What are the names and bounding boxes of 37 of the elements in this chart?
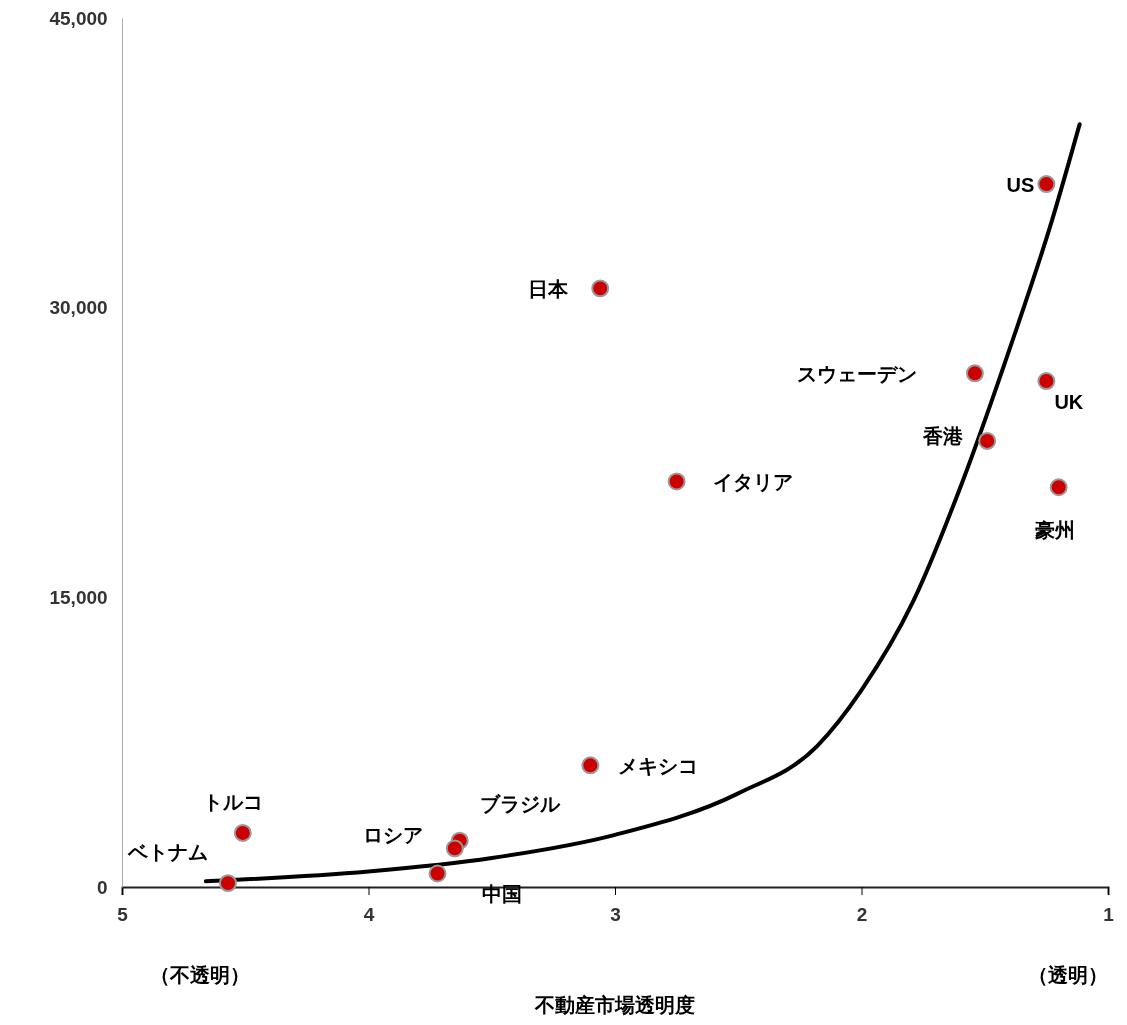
point: [1049, 478, 1068, 497]
point: [1037, 175, 1056, 194]
series-label: イタリア: [712, 471, 793, 494]
text: スウェーデン: [796, 363, 917, 386]
point: [591, 279, 610, 298]
series-label: ブラジル: [479, 792, 561, 815]
y-tick-label: 0: [97, 876, 108, 898]
point: [1037, 372, 1056, 391]
series-label: 中国: [481, 883, 522, 906]
x-tick-label: 4: [363, 903, 375, 925]
y-tick-label: 45,000: [49, 7, 108, 29]
x-axis-title: 不動産市場透明度: [534, 994, 695, 1016]
point: [219, 874, 237, 893]
y-tick-label: 15,000: [49, 586, 108, 608]
series-label: トルコ: [202, 790, 263, 813]
series-label: ロシア: [362, 824, 423, 847]
text: （透明）: [1028, 964, 1108, 986]
point: [445, 839, 464, 858]
point: [978, 431, 997, 450]
series-label: ベトナム: [126, 841, 208, 864]
y-tick-label: 30,000: [49, 297, 108, 319]
series-label: US: [1006, 174, 1035, 197]
x-tick-label: 3: [610, 903, 621, 925]
series-label: 日本: [528, 278, 570, 301]
point: [428, 864, 447, 883]
point: [233, 823, 252, 842]
point: [667, 472, 686, 491]
series-label: 香港: [922, 424, 965, 447]
series-label: メキシコ: [618, 755, 699, 778]
x-tick-label: 2: [856, 903, 868, 925]
x-tick-label: 5: [117, 903, 129, 925]
text: （不透明）: [150, 964, 250, 986]
point: [581, 756, 600, 775]
series-label: UK: [1054, 391, 1084, 414]
x-tick-label: 1: [1103, 903, 1115, 925]
point: [965, 364, 984, 383]
series-label: 豪州: [1033, 519, 1075, 542]
